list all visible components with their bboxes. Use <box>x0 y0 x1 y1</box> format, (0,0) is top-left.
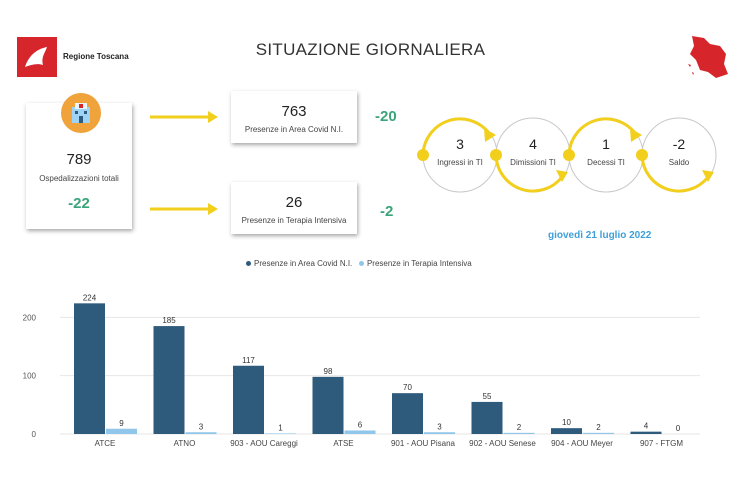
regione-toscana-logo <box>17 37 57 77</box>
bar-data-label: 117 <box>242 356 255 365</box>
hospital-icon <box>61 93 101 138</box>
bar-data-label: 185 <box>162 316 176 325</box>
flow-decessi-label: Decessi TI <box>587 158 625 167</box>
bar <box>583 432 614 434</box>
bar <box>185 432 217 434</box>
area-covid-value: 763 <box>281 103 307 120</box>
bar <box>265 433 296 434</box>
bar-data-label: 4 <box>644 422 649 431</box>
bar <box>503 432 535 434</box>
terapia-intensiva-delta: -2 <box>380 203 394 220</box>
category-label: 901 - AOU Pisana <box>391 439 456 448</box>
chart-legend: Presenze in Area Covid N.I. Presenze in … <box>246 259 472 268</box>
bar <box>424 432 455 434</box>
bar <box>74 303 105 434</box>
category-label: 903 - AOU Careggi <box>230 439 298 448</box>
area-covid-label: Presenze in Area Covid N.I. <box>244 125 344 134</box>
bar <box>630 431 662 434</box>
flow-ingressi-value: 3 <box>456 136 464 152</box>
category-label: 904 - AOU Meyer <box>551 439 613 448</box>
y-tick-label: 100 <box>23 372 37 381</box>
category-label: ATSE <box>333 439 353 448</box>
ospedalizzazioni-label: Ospedalizzazioni totali <box>39 174 119 183</box>
bar <box>344 430 376 434</box>
bar-data-label: 2 <box>596 423 601 432</box>
bar <box>392 393 423 434</box>
flow-decessi-value: 1 <box>602 136 610 152</box>
category-label: 902 - AOU Senese <box>469 439 536 448</box>
ospedalizzazioni-value: 789 <box>66 151 92 168</box>
legend-item-area-covid[interactable]: Presenze in Area Covid N.I. <box>246 259 352 268</box>
flow-dimissioni-label: Dimissioni TI <box>510 158 556 167</box>
y-tick-label: 200 <box>23 313 37 322</box>
legend-dot-icon <box>358 261 364 267</box>
bar-data-label: 70 <box>403 383 412 392</box>
terapia-intensiva-value: 26 <box>285 194 303 211</box>
bar-data-label: 3 <box>199 422 204 431</box>
flow-saldo-label: Saldo <box>668 158 690 167</box>
y-tick-label: 0 <box>32 430 37 439</box>
bar-data-label: 0 <box>676 424 681 433</box>
bar-data-label: 1 <box>278 423 283 432</box>
bar <box>106 428 137 434</box>
bar-data-label: 98 <box>324 367 333 376</box>
bar-data-label: 55 <box>483 392 492 401</box>
page-title: SITUAZIONE GIORNALIERA <box>255 40 486 59</box>
bar-data-label: 224 <box>83 293 97 302</box>
tuscany-map-icon <box>686 34 730 85</box>
bar-data-label: 10 <box>562 418 571 427</box>
flow-dimissioni-value: 4 <box>529 136 537 152</box>
card-area-covid: 763 Presenze in Area Covid N.I. <box>231 91 357 143</box>
logo-text: Regione Toscana <box>63 52 129 61</box>
card-ospedalizzazioni: 789 Ospedalizzazioni totali -22 <box>26 93 132 229</box>
bar <box>153 326 185 434</box>
terapia-intensiva-label: Presenze in Terapia Intensiva <box>241 216 347 225</box>
legend-label-area-covid: Presenze in Area Covid N.I. <box>254 259 353 268</box>
bar <box>471 401 503 434</box>
bar-data-label: 6 <box>358 421 363 430</box>
bar-data-label: 3 <box>437 422 442 431</box>
bar-data-label: 9 <box>119 419 124 428</box>
bar-data-label: 2 <box>517 423 522 432</box>
category-label: ATCE <box>95 439 116 448</box>
legend-label-terapia-intensiva: Presenze in Terapia Intensiva <box>366 259 472 268</box>
bar <box>233 365 264 434</box>
legend-item-terapia-intensiva[interactable]: Presenze in Terapia Intensiva <box>358 259 472 268</box>
card-terapia-intensiva: 26 Presenze in Terapia Intensiva <box>231 182 357 234</box>
bar <box>312 376 344 434</box>
flow-ingressi-label: Ingressi in TI <box>437 158 483 167</box>
legend-dot-icon <box>246 261 251 267</box>
area-covid-delta: -20 <box>375 108 397 125</box>
category-label: 907 - FTGM <box>640 439 683 448</box>
report-date: giovedì 21 luglio 2022 <box>548 230 652 241</box>
bar <box>551 428 582 434</box>
ospedalizzazioni-delta: -22 <box>68 195 90 212</box>
category-label: ATNO <box>174 439 196 448</box>
flow-saldo-value: -2 <box>672 136 686 152</box>
